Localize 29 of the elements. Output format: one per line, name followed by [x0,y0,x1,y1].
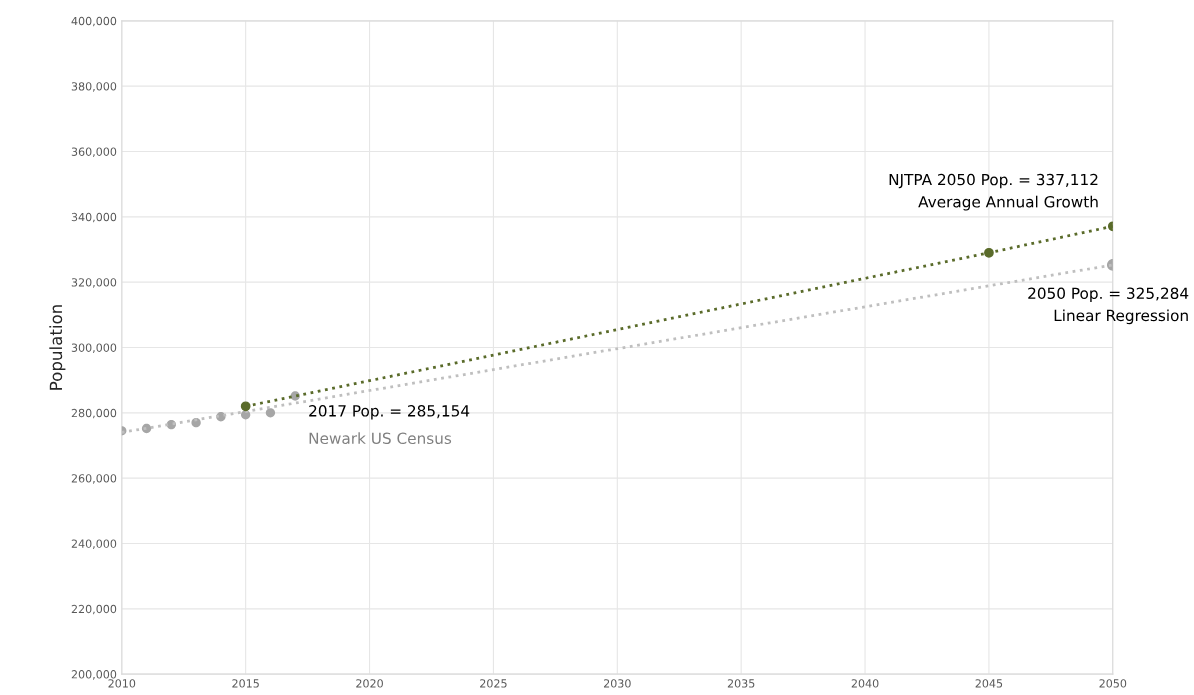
x-tick-label: 2030 [603,679,631,688]
annotation: Average Annual Growth [918,195,1098,211]
point [240,401,251,412]
y-axis-title: Population [49,305,66,390]
annotation: 2017 Pop. = 285,154 [309,405,470,420]
y-tick-label: 260,000 [71,474,117,484]
x-tick-label: 2050 [1099,679,1127,688]
y-tick-label: 280,000 [71,408,117,419]
annotation: Linear Regression [1054,309,1188,325]
x-tick-label: 2020 [356,679,383,688]
y-tick-label: 400,000 [71,16,117,27]
annotation: Newark US Census [309,432,452,445]
y-tick-label: 360,000 [71,147,117,158]
y-tick-label: 240,000 [71,539,117,549]
x-tick-label: 2035 [727,679,755,688]
x-tick-label: 2040 [851,679,879,688]
x-tick-label: 2045 [975,679,1003,688]
x-tick-label: 2015 [232,679,259,688]
x-tick-label: 2025 [480,679,507,688]
annotation: NJTPA 2050 Pop. = 337,112 [889,173,1098,189]
y-tick-label: 320,000 [71,278,117,288]
y-tick-label: 220,000 [71,604,117,615]
y-tick-label: 340,000 [71,212,117,223]
x-tick-label: 2010 [108,679,136,688]
annotation: 2050 Pop. = 325,284 [1028,287,1189,302]
y-tick-label: 200,000 [71,670,117,680]
y-tick-label: 380,000 [71,82,117,92]
point [265,408,276,418]
y-tick-label: 300,000 [71,343,117,354]
